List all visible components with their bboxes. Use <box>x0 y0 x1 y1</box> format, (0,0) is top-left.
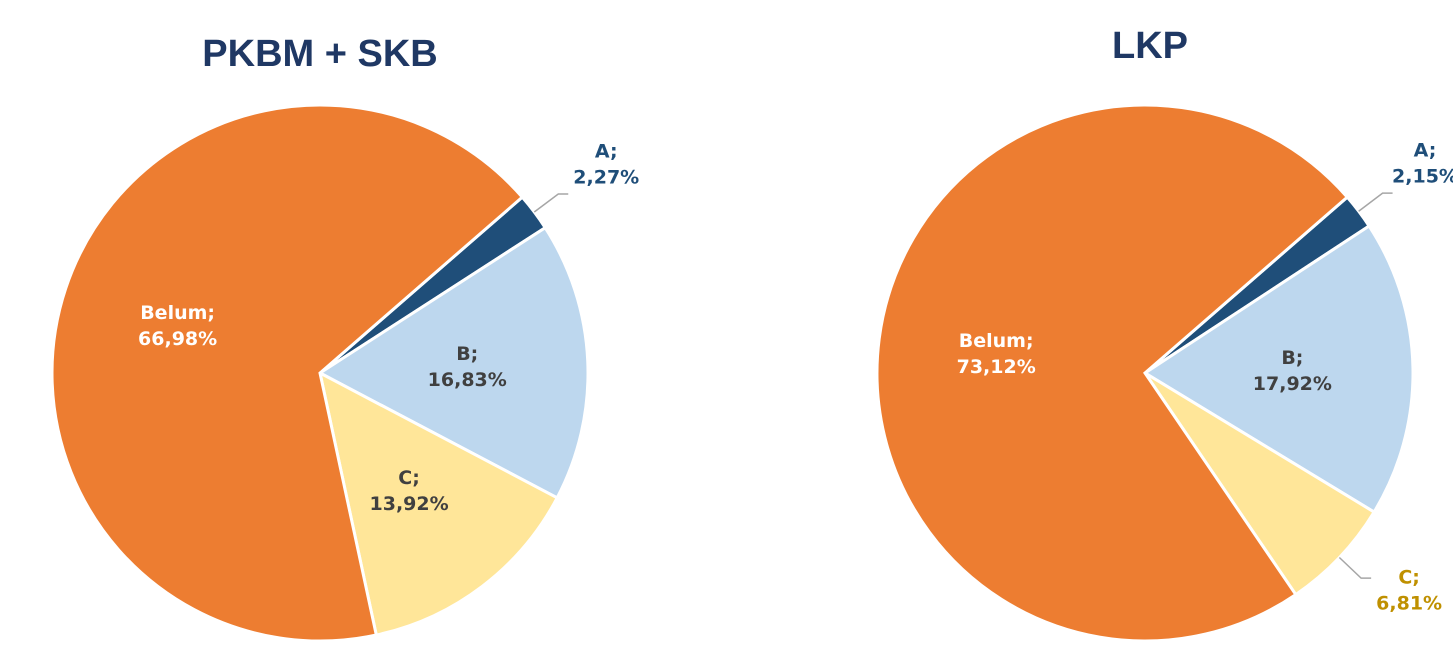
chart-title: LKP <box>1112 25 1188 67</box>
data-label: 17,92% <box>1253 373 1332 395</box>
pie-slice <box>1143 371 1377 597</box>
data-label: A; <box>1414 140 1437 162</box>
data-label: 73,12% <box>957 356 1036 378</box>
chart-title: PKBM + SKB <box>202 33 437 75</box>
data-label: 13,92% <box>370 493 449 515</box>
data-label: C; <box>398 467 420 489</box>
leader-line <box>1358 192 1393 212</box>
data-label: 16,83% <box>428 369 507 391</box>
pie-slice <box>317 370 560 637</box>
data-label: 6,81% <box>1376 593 1442 615</box>
data-label: B; <box>456 343 478 365</box>
data-label: 2,15% <box>1392 166 1453 188</box>
data-label: Belum; <box>140 302 215 324</box>
data-label: Belum; <box>959 330 1034 352</box>
pie-slice <box>317 225 590 500</box>
data-label: B; <box>1281 347 1303 369</box>
pie-slice <box>1142 223 1415 515</box>
leader-line <box>1338 556 1372 579</box>
data-label: C; <box>1398 567 1420 589</box>
leader-line <box>533 193 569 213</box>
pie-slice <box>50 103 525 643</box>
data-label: A; <box>595 141 618 163</box>
data-label: 2,27% <box>573 167 639 189</box>
pie-slice <box>875 103 1350 643</box>
data-label: 66,98% <box>138 328 217 350</box>
